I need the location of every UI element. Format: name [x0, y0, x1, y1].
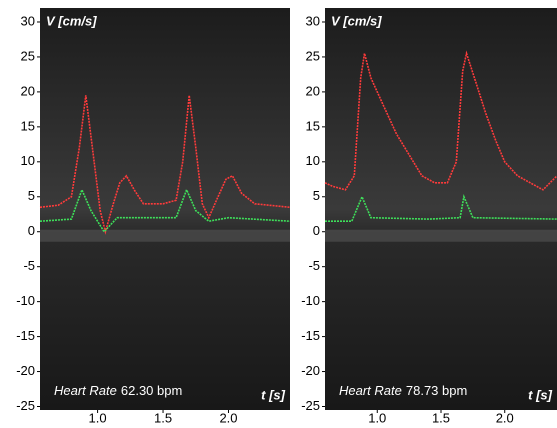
y-tick-label: -5 [23, 258, 35, 273]
y-tick-label: 10 [21, 153, 35, 168]
x-axis-label: t [s] [261, 387, 286, 402]
heart-rate-value: 62.30 bpm [121, 383, 182, 398]
x-tick-label: 1.5 [154, 410, 172, 423]
x-tick-label: 1.5 [432, 410, 450, 423]
y-tick-label: -5 [308, 258, 320, 273]
x-tick-label: 1.0 [368, 410, 386, 423]
y-tick-label: 10 [306, 153, 320, 168]
spectrogram [40, 8, 290, 410]
y-tick-label: -15 [16, 328, 35, 343]
y-tick-label: 20 [306, 83, 320, 98]
y-axis-label: V [cm/s] [331, 13, 382, 28]
y-tick-label: 30 [306, 13, 320, 28]
y-tick-label: 15 [306, 118, 320, 133]
x-axis-label: t [s] [528, 387, 553, 402]
heart-rate: Heart Rate 78.73 bpm [339, 383, 467, 398]
panel: 30 25 20 15 10 5 0 -5 -10 -15 -20 -25 1.0 1.5 2.0 V [cm… [16, 8, 291, 425]
y-tick-label: 30 [21, 13, 35, 28]
y-tick-label: -10 [301, 293, 320, 308]
y-tick-label: 15 [21, 118, 35, 133]
envelope-line [325, 194, 557, 222]
y-tick-label: -15 [301, 328, 320, 343]
envelope-line [324, 50, 557, 191]
heart-rate: Heart Rate 62.30 bpm [54, 383, 182, 398]
x-tick-label: 2.0 [219, 410, 237, 423]
panel: 30 25 20 15 10 5 0 -5 -10 -15 -20 -25 1.0 1.5 2.0 V [cm… [301, 8, 557, 425]
x-tick-label: 1.0 [89, 410, 107, 423]
zero-band [325, 229, 557, 242]
y-tick-label: -20 [16, 363, 35, 378]
y-tick-label: 0 [28, 223, 35, 238]
y-tick-label: 5 [28, 188, 35, 203]
y-tick-label: -20 [301, 363, 320, 378]
y-tick-label: -25 [16, 398, 35, 413]
y-tick-label: 25 [306, 48, 320, 63]
y-tick-label: 5 [313, 188, 320, 203]
zero-band [40, 229, 290, 242]
heart-rate-label: Heart Rate [54, 383, 117, 398]
heart-rate-label: Heart Rate [339, 383, 402, 398]
y-axis-label: V [cm/s] [46, 13, 97, 28]
envelope-line [39, 95, 291, 235]
y-tick-label: 25 [21, 48, 35, 63]
y-tick-label: -10 [16, 293, 35, 308]
y-tick-label: -25 [301, 398, 320, 413]
y-tick-label: 0 [313, 223, 320, 238]
x-tick-label: 2.0 [496, 410, 514, 423]
heart-rate-value: 78.73 bpm [406, 383, 467, 398]
y-tick-label: 20 [21, 83, 35, 98]
envelope-line [39, 187, 291, 234]
spectrogram [325, 8, 557, 410]
